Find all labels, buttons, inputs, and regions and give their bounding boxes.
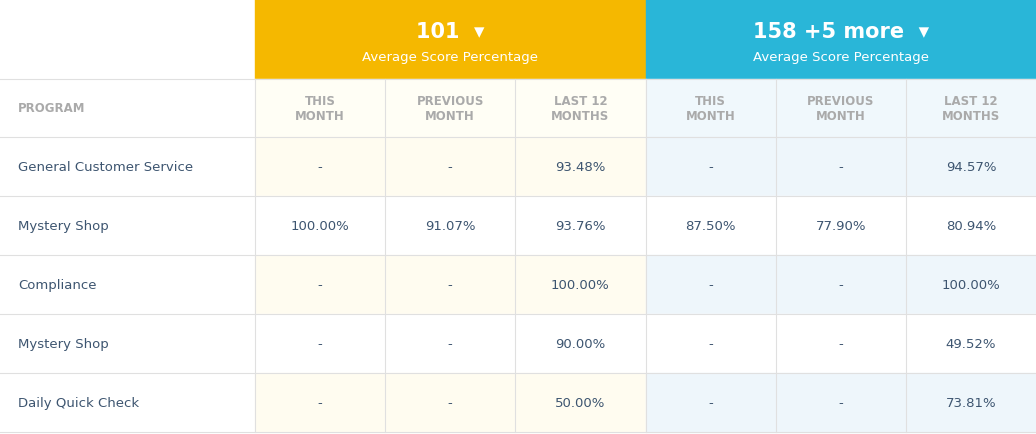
Text: PREVIOUS
MONTH: PREVIOUS MONTH [416, 95, 484, 123]
Bar [645, 373, 1036, 432]
Bar [255, 256, 645, 314]
Text: Average Score Percentage: Average Score Percentage [363, 51, 539, 64]
Text: -: - [448, 337, 453, 350]
Text: 93.48%: 93.48% [555, 161, 606, 174]
Text: 94.57%: 94.57% [946, 161, 997, 174]
Bar [0, 373, 255, 432]
Text: 87.50%: 87.50% [686, 220, 736, 233]
Text: -: - [838, 337, 843, 350]
Text: 80.94%: 80.94% [946, 220, 996, 233]
Text: -: - [318, 161, 322, 174]
Text: PROGRAM: PROGRAM [18, 102, 86, 115]
Bar [255, 314, 645, 373]
Text: 90.00%: 90.00% [555, 337, 605, 350]
Text: -: - [709, 396, 713, 409]
Bar [645, 256, 1036, 314]
Bar [255, 197, 645, 256]
Text: 91.07%: 91.07% [425, 220, 476, 233]
Text: Daily Quick Check: Daily Quick Check [18, 396, 139, 409]
Bar [0, 0, 255, 80]
Text: 100.00%: 100.00% [291, 220, 349, 233]
Text: General Customer Service: General Customer Service [18, 161, 193, 174]
Bar [255, 138, 645, 197]
Bar [645, 0, 1036, 80]
Text: 49.52%: 49.52% [946, 337, 997, 350]
Text: 100.00%: 100.00% [942, 278, 1001, 291]
Text: -: - [448, 278, 453, 291]
Text: -: - [838, 396, 843, 409]
Bar [0, 256, 255, 314]
Bar [255, 0, 645, 80]
Text: -: - [838, 161, 843, 174]
Bar [645, 314, 1036, 373]
Text: 73.81%: 73.81% [946, 396, 997, 409]
Bar [645, 138, 1036, 197]
Bar [255, 373, 645, 432]
Text: 101  ▾: 101 ▾ [416, 22, 485, 42]
Text: 77.90%: 77.90% [815, 220, 866, 233]
Bar [255, 80, 645, 138]
Text: 50.00%: 50.00% [555, 396, 606, 409]
Text: THIS
MONTH: THIS MONTH [686, 95, 736, 123]
Text: -: - [318, 278, 322, 291]
Bar [0, 138, 255, 197]
Bar [645, 197, 1036, 256]
Text: -: - [448, 161, 453, 174]
Text: LAST 12
MONTHS: LAST 12 MONTHS [551, 95, 609, 123]
Text: PREVIOUS
MONTH: PREVIOUS MONTH [807, 95, 874, 123]
Text: Mystery Shop: Mystery Shop [18, 220, 109, 233]
Bar [0, 314, 255, 373]
Text: THIS
MONTH: THIS MONTH [295, 95, 345, 123]
Bar [645, 80, 1036, 138]
Bar [0, 197, 255, 256]
Text: Average Score Percentage: Average Score Percentage [753, 51, 928, 64]
Text: LAST 12
MONTHS: LAST 12 MONTHS [942, 95, 1000, 123]
Text: 158 +5 more  ▾: 158 +5 more ▾ [753, 22, 929, 42]
Text: -: - [318, 337, 322, 350]
Text: 100.00%: 100.00% [551, 278, 610, 291]
Text: Compliance: Compliance [18, 278, 96, 291]
Text: -: - [318, 396, 322, 409]
Text: -: - [448, 396, 453, 409]
Text: -: - [709, 278, 713, 291]
Text: -: - [709, 161, 713, 174]
Bar [0, 80, 255, 138]
Text: Mystery Shop: Mystery Shop [18, 337, 109, 350]
Text: 93.76%: 93.76% [555, 220, 606, 233]
Text: -: - [709, 337, 713, 350]
Text: -: - [838, 278, 843, 291]
